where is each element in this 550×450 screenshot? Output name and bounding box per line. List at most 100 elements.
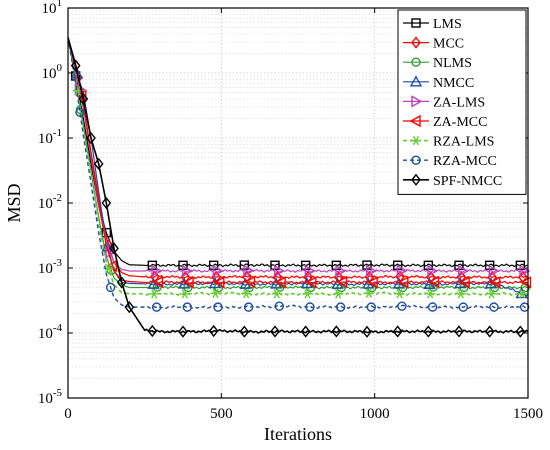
- marker-triangle-right: [335, 264, 347, 278]
- y-tick-base: 10: [42, 66, 57, 82]
- marker-diamond: [101, 196, 112, 210]
- marker-circle: [397, 301, 407, 311]
- marker-asterisk-stroke: [427, 289, 434, 299]
- y-tick-base: 10: [38, 131, 53, 147]
- marker-asterisk-stroke: [273, 289, 280, 299]
- marker-diamond: [86, 131, 96, 145]
- marker-triangle-right: [304, 264, 316, 278]
- marker-circle: [411, 57, 421, 67]
- legend: LMS MCC NLMS NMCC ZA-LMS ZA-MCC RZA-LMS RZA-MCC…: [397, 9, 527, 195]
- y-tick-exponent: -4: [53, 322, 63, 334]
- marker-asterisk: [333, 289, 344, 299]
- marker-asterisk-stroke: [396, 289, 403, 299]
- marker-diamond: [411, 173, 421, 186]
- marker-circle: [411, 155, 421, 165]
- marker-diamond: [484, 325, 495, 338]
- marker-asterisk: [241, 289, 252, 299]
- marker-triangle-left: [458, 276, 470, 289]
- marker-asterisk: [149, 289, 160, 299]
- series-line-rza-lms: [67, 37, 529, 297]
- marker-circle: [105, 282, 116, 293]
- marker-diamond: [454, 325, 464, 338]
- marker-diamond: [331, 325, 342, 338]
- marker-diamond: [109, 242, 119, 255]
- series-group: [67, 37, 532, 338]
- y-tick-exponent: 0: [57, 62, 63, 74]
- marker-triangle-left: [336, 275, 348, 289]
- marker-circle: [520, 282, 530, 293]
- marker-triangle-left: [409, 114, 421, 128]
- marker-triangle-right: [151, 264, 163, 278]
- series-line-za-lms: [67, 37, 529, 274]
- y-tick-base: 10: [38, 261, 53, 277]
- legend-label: RZA-LMS: [433, 135, 494, 150]
- marker-triangle-left: [520, 276, 532, 289]
- marker-circle: [305, 302, 315, 312]
- series-line-mcc: [67, 37, 529, 280]
- legend-item: LMS: [403, 17, 462, 32]
- y-tick-exponent: -3: [53, 257, 63, 269]
- y-tick-base: 10: [38, 391, 53, 407]
- marker-triangle-up: [409, 75, 423, 87]
- marker-circle: [213, 302, 223, 312]
- series-line-spf-nmcc: [67, 37, 529, 334]
- marker-triangle-left: [213, 276, 225, 289]
- marker-asterisk: [210, 288, 221, 298]
- y-axis-label: MSD: [4, 183, 24, 222]
- marker-diamond: [93, 157, 104, 170]
- legend-item: SPF-NMCC: [403, 173, 502, 189]
- marker-circle: [274, 301, 284, 311]
- marker-triangle-left: [274, 276, 286, 289]
- legend-item: RZA-MCC: [403, 154, 497, 169]
- marker-triangle-left: [366, 276, 378, 289]
- series-rza-lms: [67, 37, 529, 299]
- marker-asterisk-stroke: [335, 289, 342, 299]
- legend-label: RZA-MCC: [433, 154, 497, 169]
- series-line-lms: [67, 37, 529, 268]
- marker-asterisk-stroke: [304, 289, 311, 299]
- y-tick-label: 10-2: [38, 192, 62, 212]
- marker-triangle-right: [457, 264, 470, 278]
- marker-diamond: [116, 276, 127, 289]
- marker-asterisk-stroke: [105, 263, 112, 273]
- marker-triangle-right: [488, 264, 500, 278]
- marker-asterisk-stroke: [488, 289, 495, 299]
- marker-diamond: [423, 325, 434, 338]
- marker-asterisk: [517, 289, 528, 299]
- marker-circle: [458, 302, 468, 312]
- marker-triangle-right: [273, 264, 286, 278]
- marker-diamond: [178, 325, 188, 338]
- marker-triangle-left: [152, 275, 164, 289]
- marker-diamond: [78, 92, 89, 105]
- marker-asterisk-stroke: [457, 289, 464, 299]
- x-tick-label: 500: [210, 406, 233, 422]
- marker-asterisk-stroke: [519, 289, 526, 299]
- marker-diamond: [515, 325, 526, 338]
- marker-triangle-right: [365, 264, 378, 278]
- marker-diamond: [411, 36, 421, 49]
- x-axis-label: Iterations: [264, 424, 332, 444]
- marker-asterisk-stroke: [74, 85, 81, 96]
- marker-circle: [366, 302, 376, 312]
- series-spf-nmcc: [67, 37, 529, 338]
- marker-triangle-right: [181, 264, 194, 278]
- marker-circle: [489, 302, 499, 312]
- marker-asterisk: [411, 135, 421, 146]
- marker-asterisk-stroke: [365, 288, 372, 298]
- marker-diamond: [208, 324, 219, 338]
- marker-triangle-right: [411, 95, 423, 108]
- marker-diamond: [392, 325, 403, 338]
- y-tick-label: 10-1: [38, 127, 62, 147]
- legend-item: NLMS: [403, 56, 472, 71]
- marker-asterisk-stroke: [181, 289, 188, 299]
- marker-triangle-right: [212, 264, 224, 278]
- marker-asterisk: [425, 289, 436, 299]
- y-tick-label: 10-4: [38, 322, 63, 342]
- x-tick-label: 1000: [360, 406, 390, 422]
- marker-triangle-left: [182, 276, 194, 289]
- y-tick-exponent: -2: [53, 192, 62, 204]
- marker-triangle-left: [489, 276, 501, 289]
- marker-square: [411, 18, 421, 28]
- series-line-rza-mcc: [67, 37, 529, 310]
